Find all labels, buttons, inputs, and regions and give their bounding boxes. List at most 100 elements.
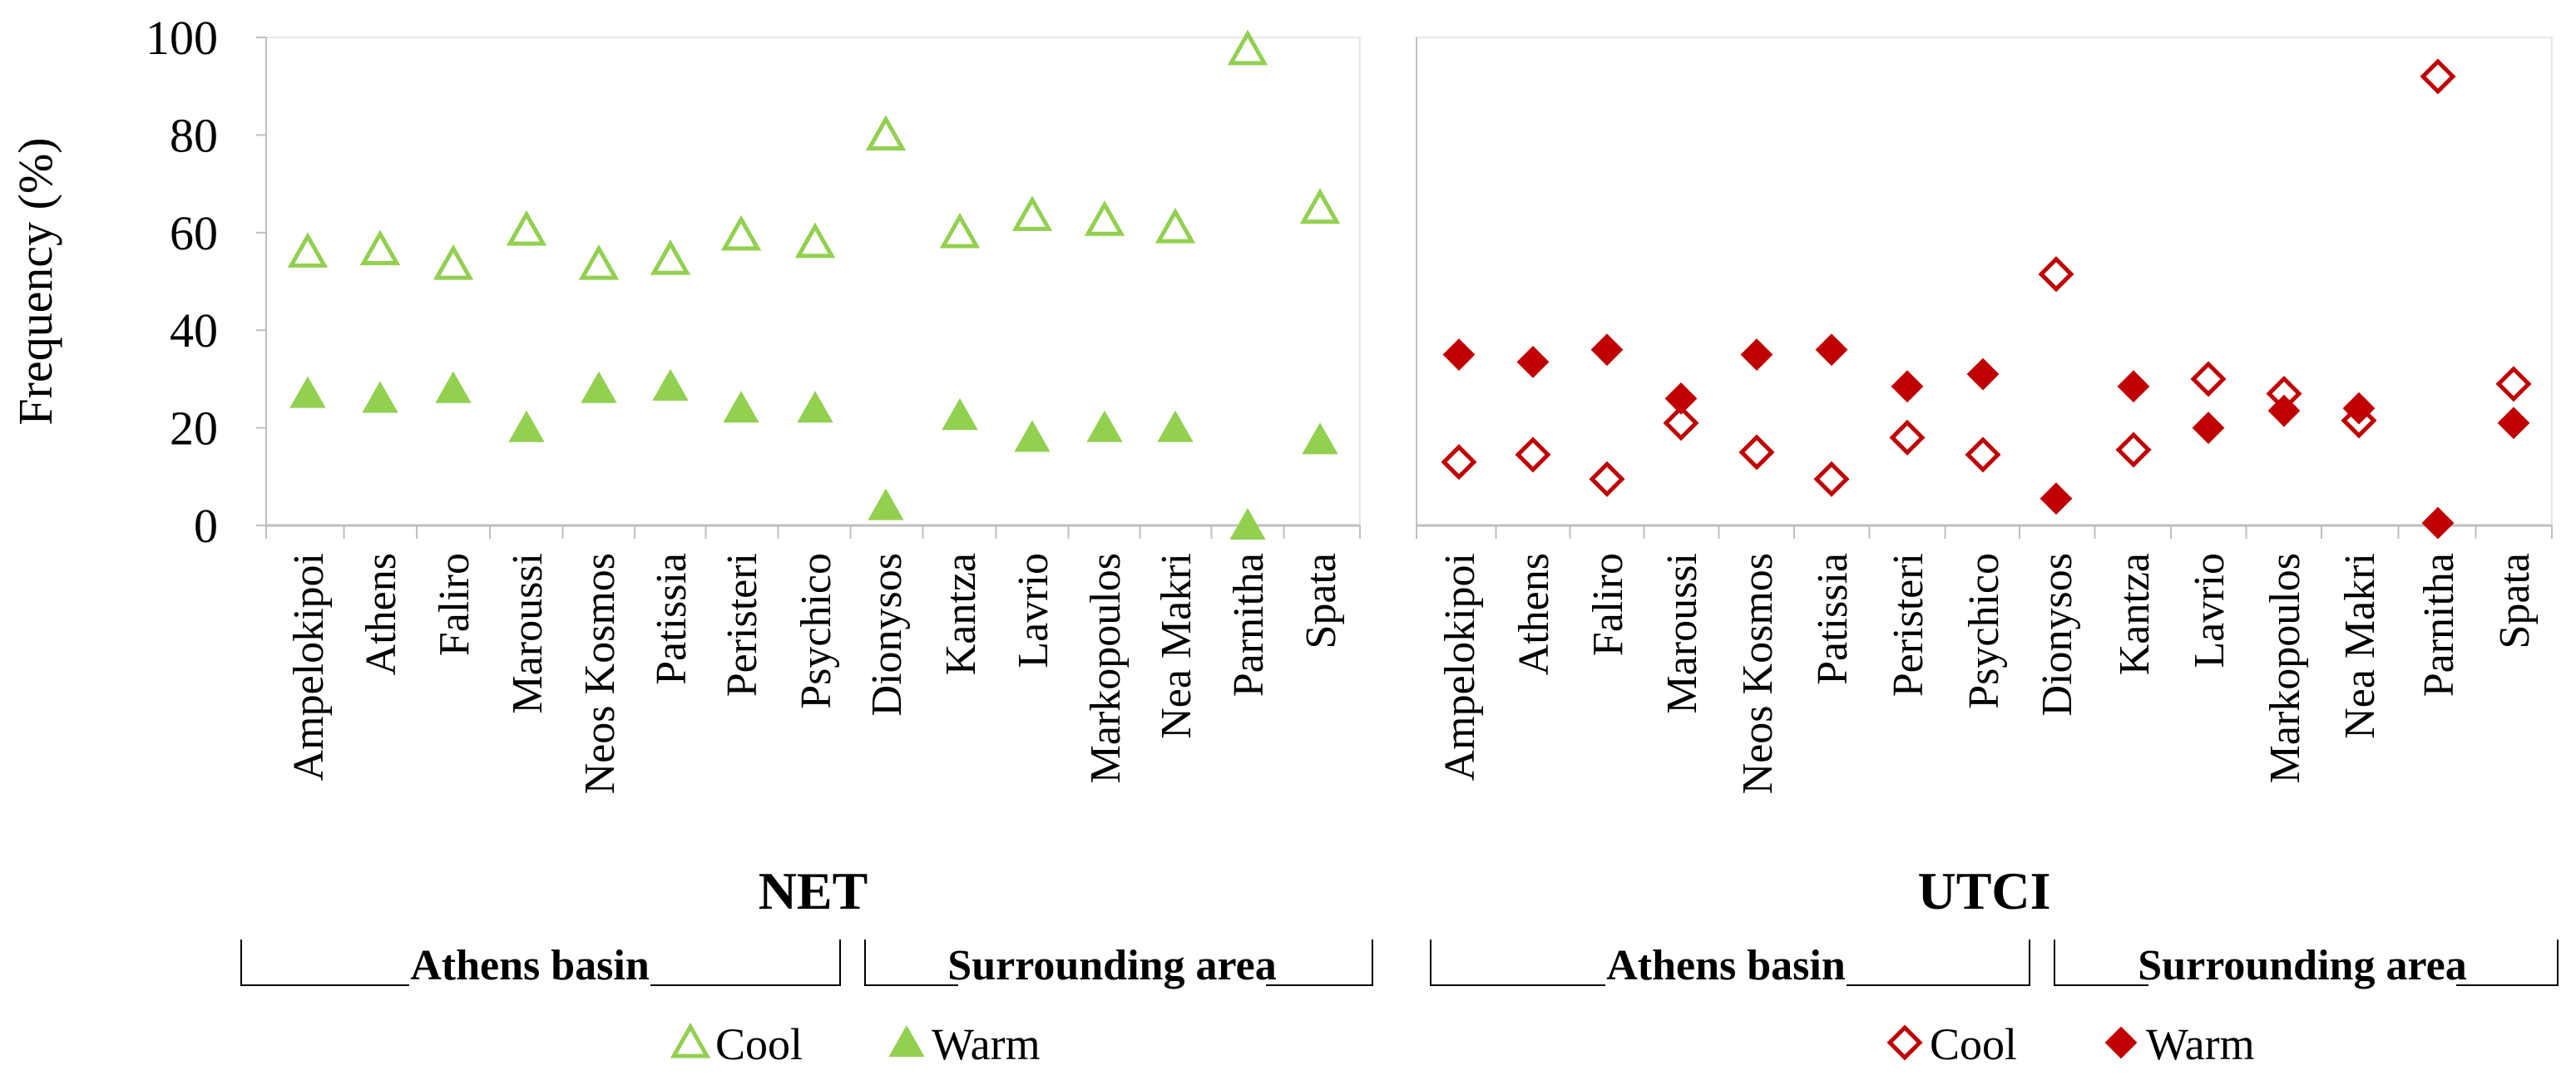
legend-marker-warm [2104, 1026, 2138, 1059]
data-point-warm [2421, 506, 2455, 540]
legend-label: Warm [932, 1019, 1041, 1069]
category-label: Parnitha [2415, 553, 2463, 697]
data-point-warm [652, 368, 689, 401]
panel-title: NET [759, 861, 868, 920]
category-label: Lavrio [1010, 553, 1057, 668]
legend-label: Cool [715, 1019, 803, 1069]
group-bracket-left [864, 940, 958, 986]
data-point-cool [1155, 207, 1196, 244]
data-point-warm [1966, 358, 2000, 391]
data-point-warm [868, 488, 904, 520]
group-bracket-right [1847, 940, 2030, 986]
data-point-cool [720, 215, 762, 251]
y-tick-label: 100 [146, 11, 218, 65]
category-label: Kantza [937, 553, 985, 675]
category-label: Dionysos [863, 553, 911, 716]
data-point-cool [1813, 461, 1850, 497]
data-point-warm [2342, 392, 2376, 425]
y-tick-label: 40 [170, 303, 218, 358]
data-point-warm [2192, 412, 2225, 445]
data-point-cool [433, 244, 474, 280]
data-point-cool [1738, 434, 1775, 471]
data-point-warm [1740, 338, 1773, 371]
group-bracket-right [650, 940, 841, 986]
data-point-warm [1229, 507, 1266, 540]
category-label: Markopoulos [1082, 553, 1130, 783]
data-point-warm [1442, 338, 1476, 371]
data-point-warm [2497, 407, 2530, 440]
data-point-warm [1014, 420, 1051, 452]
group-bracket-left [2054, 940, 2148, 986]
legend-marker-warm [888, 1024, 925, 1058]
y-tick-label: 20 [170, 402, 218, 456]
category-label: Neos Kosmos [1734, 553, 1782, 794]
category-label: Nea Makri [1153, 553, 1200, 739]
data-point-cool [650, 239, 691, 275]
legend-marker-cool [1886, 1024, 1923, 1061]
data-point-warm [1086, 410, 1123, 442]
category-label: Markopoulos [2262, 553, 2309, 783]
y-tick-label: 60 [170, 206, 218, 260]
data-point-cool [939, 212, 981, 249]
category-label: Athens [358, 553, 405, 675]
data-point-cool [2038, 256, 2074, 293]
category-label: Lavrio [2186, 553, 2233, 668]
y-tick-label: 80 [170, 108, 218, 162]
data-point-cool [1227, 29, 1268, 66]
group-bracket-right [2456, 940, 2559, 986]
data-point-warm [2040, 482, 2073, 515]
category-label: Ampelokipoi [1436, 553, 1484, 781]
data-point-warm [508, 410, 545, 442]
category-label: Kantza [2111, 553, 2158, 675]
legend-marker-cool [670, 1022, 711, 1058]
data-point-cool [578, 244, 620, 280]
data-point-cool [1663, 405, 1699, 441]
data-point-cool [2115, 432, 2152, 468]
data-point-warm [2267, 394, 2301, 427]
data-point-warm [1891, 370, 1924, 403]
group-bracket-left [240, 940, 409, 986]
data-point-warm [1516, 345, 1550, 378]
data-point-cool [506, 210, 547, 246]
category-label: Peristeri [1885, 553, 1932, 697]
category-label: Dionysos [2034, 553, 2081, 716]
data-point-cool [1589, 461, 1625, 497]
data-point-warm [435, 371, 472, 403]
group-label: Surrounding area [2138, 942, 2466, 989]
category-label: Neos Kosmos [576, 553, 624, 794]
data-point-warm [1157, 410, 1194, 442]
data-point-warm [1302, 422, 1338, 455]
legend-label: Warm [2146, 1019, 2255, 1069]
category-label: Maroussi [1659, 553, 1706, 714]
category-label: Athens [1510, 553, 1558, 675]
data-point-cool [287, 232, 329, 268]
data-point-cool [1515, 436, 1551, 473]
category-label: Psychico [793, 553, 840, 709]
category-label: Patissia [1809, 553, 1857, 685]
data-point-warm [942, 397, 978, 431]
category-label: Peristeri [719, 553, 766, 697]
data-point-warm [1590, 333, 1624, 367]
data-point-cool [1889, 419, 1926, 456]
data-point-warm [723, 391, 759, 423]
data-point-cool [359, 229, 401, 265]
data-point-warm [797, 391, 833, 423]
data-point-cool [1299, 188, 1341, 224]
panel-title: UTCI [1917, 861, 2050, 920]
data-point-cool [2420, 58, 2456, 95]
data-point-warm [2117, 370, 2150, 403]
data-point-cool [1965, 436, 2001, 473]
legend-label: Cool [1930, 1019, 2017, 1069]
category-label: Psychico [1960, 553, 2008, 709]
category-label: Faliro [1585, 553, 1632, 656]
data-point-warm [1664, 382, 1698, 415]
category-label: Nea Makri [2336, 553, 2384, 739]
category-label: Faliro [431, 553, 478, 656]
category-label: Spata [2491, 553, 2539, 649]
group-label: Surrounding area [947, 942, 1276, 989]
data-point-warm [581, 371, 617, 403]
category-label: Spata [1298, 553, 1345, 649]
group-bracket-left [1430, 940, 1605, 986]
data-point-warm [289, 376, 326, 408]
